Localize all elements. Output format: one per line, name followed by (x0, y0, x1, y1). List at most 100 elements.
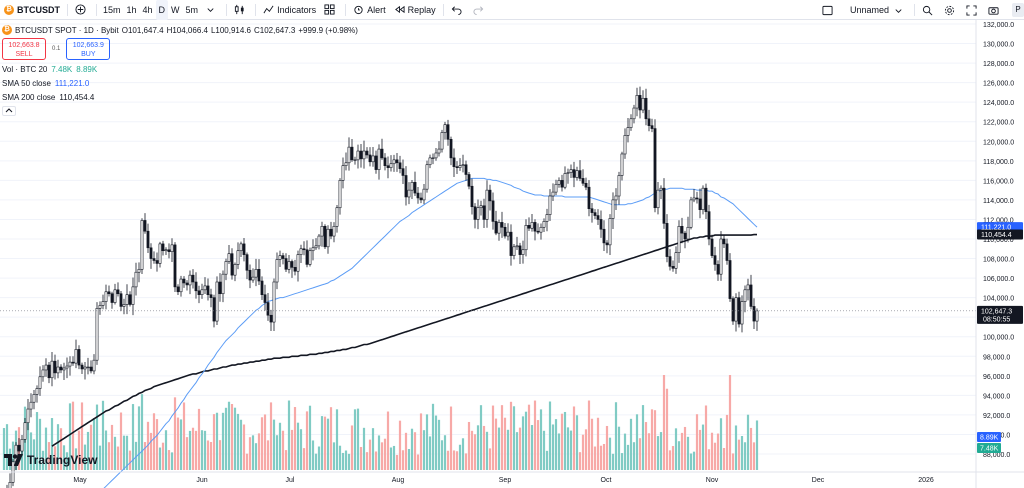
volume-bar (251, 435, 255, 470)
candle-body (107, 291, 111, 295)
volume-bar (350, 425, 354, 470)
symbol-search[interactable]: ₿ BTCUSDT (0, 0, 64, 20)
volume-bar (596, 417, 600, 470)
redo-button[interactable] (469, 0, 491, 20)
volume-bar (149, 432, 153, 470)
countdown-text: 08:50:55 (983, 316, 1010, 323)
volume-bar (401, 450, 405, 470)
tradingview-icon (4, 454, 23, 466)
candle-body (119, 293, 123, 307)
sma200-legend[interactable]: SMA 200 close 110,454.4 (2, 90, 358, 104)
candle-body (275, 259, 279, 283)
volume-bar (62, 445, 66, 470)
candle-body (674, 252, 678, 269)
candle-body (233, 264, 237, 276)
candle-body (524, 225, 528, 251)
volume-bar (638, 438, 642, 470)
candle-body (56, 366, 60, 374)
price-chart[interactable]: 132,000.0 130,000.0 128,000.0 126,000.0 124,… (0, 20, 1024, 488)
volume-bar (140, 394, 144, 470)
candle-body (692, 197, 696, 201)
candle-body (395, 159, 399, 164)
volume-bar (518, 427, 522, 470)
volume-bar (95, 404, 99, 470)
volume-bar (170, 452, 174, 470)
volume-bar (563, 411, 567, 470)
volume-bar (665, 388, 669, 470)
volume-bar (221, 412, 225, 470)
interval-15m[interactable]: 15m (103, 4, 121, 15)
volume-bar (110, 424, 114, 470)
volume-tag-1-bg (977, 432, 1001, 442)
layout-icon (822, 5, 833, 15)
chevron-up-icon (5, 108, 13, 113)
sma200-line (51, 233, 757, 447)
sell-button[interactable]: 102,663.8 SELL (2, 38, 46, 60)
candle-body (593, 212, 597, 216)
sma50-legend[interactable]: SMA 50 close 111,221.0 (2, 76, 358, 90)
volume-bar (689, 453, 693, 470)
candle-body (299, 248, 303, 255)
alert-button[interactable]: Alert (349, 0, 390, 20)
templates-button[interactable] (320, 0, 342, 20)
indicators-button[interactable]: Indicators (259, 0, 320, 20)
interval-4h[interactable]: 4h (142, 4, 153, 15)
symbol-label: BTCUSDT (17, 4, 60, 15)
volume-bar (395, 454, 399, 470)
candle-body (716, 264, 720, 275)
candle-body (353, 159, 357, 161)
volume-bar (647, 433, 651, 470)
publish-button[interactable]: P (1012, 3, 1024, 17)
price-tick-label: 126,000.0 (983, 81, 1014, 88)
candle-body (569, 169, 573, 173)
sma50-line (103, 177, 758, 488)
interval-5m[interactable]: 5m (185, 4, 199, 15)
layout-selector[interactable]: Unnamed (818, 0, 911, 20)
volume-bar (698, 429, 702, 470)
price-axis[interactable]: 132,000.0 130,000.0 128,000.0 126,000.0 124,… (975, 20, 1024, 488)
candle-body (77, 349, 81, 366)
interval-dropdown[interactable] (201, 0, 223, 20)
legend-collapse-button[interactable] (2, 106, 16, 116)
volume-bar (440, 440, 444, 470)
volume-value-2: 8.89K (76, 64, 98, 74)
candle-body (206, 285, 210, 296)
interval-1d[interactable]: D (155, 0, 169, 20)
quick-search-button[interactable] (918, 0, 940, 20)
candle-body (455, 166, 459, 168)
interval-1w[interactable]: W (171, 4, 180, 15)
candle-body (653, 128, 657, 209)
candle-body (707, 211, 711, 240)
volume-bar (500, 405, 504, 470)
sma50-value: 111,221.0 (54, 78, 90, 88)
snapshot-button[interactable] (984, 0, 1006, 20)
time-axis[interactable]: May Jun Jul Aug Sep Oct Nov Dec 2026 (0, 471, 1024, 484)
volume-bar (311, 440, 315, 470)
volume-bar (254, 443, 258, 470)
interval-1h[interactable]: 1h (126, 4, 137, 15)
volume-bar (239, 419, 243, 470)
candle-body (725, 243, 729, 261)
fullscreen-button[interactable] (962, 0, 984, 20)
candle-body (452, 157, 456, 167)
volume-bar (212, 414, 216, 470)
candle-body (335, 207, 339, 227)
price-tick-label: 92,000.0 (983, 413, 1010, 420)
compare-button[interactable] (71, 0, 93, 20)
low-key: L (210, 25, 216, 35)
undo-button[interactable] (447, 0, 469, 20)
candle-body (581, 178, 585, 184)
volume-bar (113, 436, 117, 470)
volume-bar (356, 408, 360, 470)
candle-body (488, 189, 492, 202)
candle-body (176, 286, 180, 293)
settings-button[interactable] (940, 0, 962, 20)
replay-button[interactable]: Replay (390, 0, 440, 20)
buy-button[interactable]: 102,663.9 BUY (66, 38, 111, 60)
candle-body (698, 198, 702, 210)
volume-bar (608, 437, 612, 470)
volume-bar (224, 407, 228, 470)
chart-type-button[interactable] (230, 0, 252, 20)
tradingview-logo[interactable]: TradingView (4, 453, 97, 467)
volume-legend[interactable]: Vol · BTC 20 7.48K 8.89K (2, 62, 358, 76)
